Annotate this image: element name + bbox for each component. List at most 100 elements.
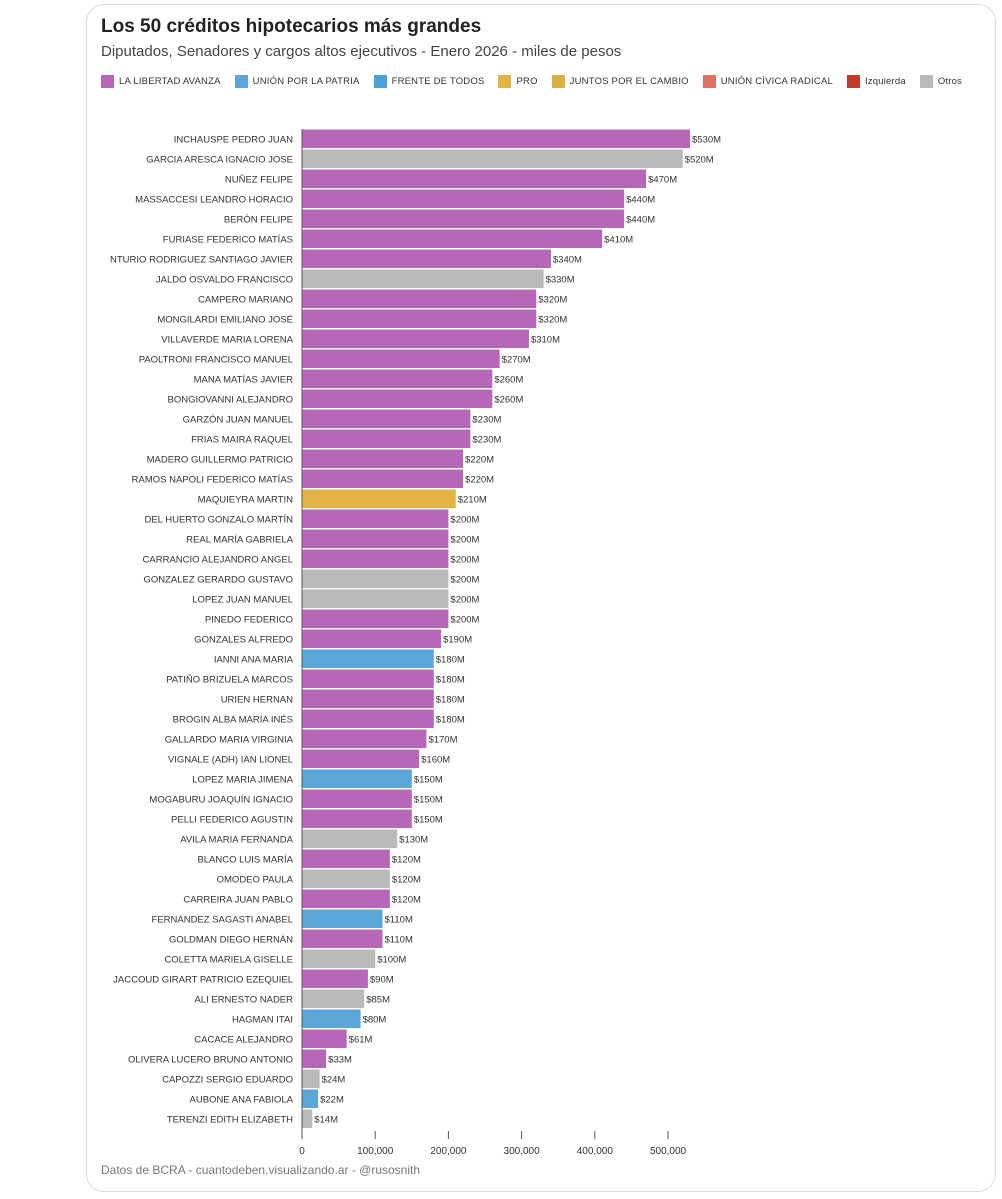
bar-value-label: $22M	[320, 1094, 344, 1105]
bar-value-label: $160M	[421, 754, 450, 765]
bar-category-label: MASSACCESI LEANDRO HORACIO	[135, 194, 293, 205]
bar-category-label: NTURIO RODRIGUEZ SANTIAGO JAVIER	[110, 254, 293, 265]
bar-category-label: TERENZI EDITH ELIZABETH	[167, 1114, 293, 1125]
bar-category-label: CACACE ALEJANDRO	[194, 1034, 293, 1045]
legend-item: PRO	[498, 75, 537, 88]
bar-value-label: $200M	[450, 614, 479, 625]
bar	[302, 229, 603, 248]
bar-value-label: $200M	[450, 594, 479, 605]
bar	[302, 389, 493, 408]
bar	[302, 789, 412, 808]
bar-value-label: $530M	[692, 134, 721, 145]
bar	[302, 989, 365, 1008]
bar-category-label: BLANCO LUIS MARÍA	[197, 854, 293, 865]
bar-value-label: $260M	[494, 374, 523, 385]
bar-value-label: $85M	[366, 994, 390, 1005]
bar-value-label: $61M	[349, 1034, 373, 1045]
legend-swatch	[373, 75, 387, 88]
bar-category-label: LOPEZ JUAN MANUEL	[192, 594, 293, 605]
bar-value-label: $220M	[465, 454, 494, 465]
bar-value-label: $110M	[385, 914, 413, 925]
bar-value-label: $100M	[377, 954, 406, 965]
bar-value-label: $180M	[436, 654, 465, 665]
bar-category-label: PAOLTRONI FRANCISCO MANUEL	[139, 354, 293, 365]
bar	[302, 349, 500, 368]
bar	[302, 169, 647, 188]
bar-category-label: FURIASE FEDERICO MATÍAS	[163, 234, 293, 245]
bar-value-label: $320M	[538, 314, 567, 325]
bar-category-label: PINEDO FEDERICO	[205, 614, 293, 625]
x-tick-label: 300,000	[504, 1146, 541, 1157]
bar-category-label: DEL HUERTO GONZALO MARTÍN	[144, 514, 293, 525]
bar-value-label: $180M	[436, 694, 465, 705]
x-tick-label: 0	[299, 1146, 305, 1157]
bar-category-label: GOLDMAN DIEGO HERNÁN	[169, 934, 293, 945]
legend-label: UNIÓN POR LA PATRIA	[252, 76, 360, 87]
legend-item: LA LIBERTAD AVANZA	[101, 75, 221, 88]
bar-value-label: $190M	[443, 634, 472, 645]
bar-category-label: PATIÑO BRIZUELA MARCOS	[166, 674, 293, 685]
bar-value-label: $170M	[428, 734, 457, 745]
bar-value-label: $330M	[546, 274, 575, 285]
legend-swatch	[919, 75, 933, 88]
bar	[302, 829, 398, 848]
bar-value-label: $150M	[414, 814, 443, 825]
bar	[302, 409, 471, 428]
bar-category-label: BERÓN FELIPE	[224, 214, 293, 225]
bar-category-label: MONGILARDI EMILIANO JOSÉ	[157, 314, 293, 325]
bar-category-label: CARREIRA JUAN PABLO	[183, 894, 293, 905]
bar	[302, 1069, 320, 1088]
bar-value-label: $320M	[538, 294, 567, 305]
x-tick-label: 400,000	[577, 1146, 614, 1157]
bar-value-label: $180M	[436, 674, 465, 685]
bar-category-label: CAMPERO MARIANO	[198, 294, 293, 305]
bar-value-label: $110M	[385, 934, 413, 945]
bar-category-label: ALI ERNESTO NADER	[194, 994, 293, 1005]
bar-category-label: RAMOS NAPOLI FEDERICO MATÍAS	[132, 474, 293, 485]
legend-swatch	[846, 75, 860, 88]
bar	[302, 149, 683, 168]
bar-value-label: $230M	[472, 434, 501, 445]
bar	[302, 729, 427, 748]
chart-subtitle: Diputados, Senadores y cargos altos ejec…	[101, 43, 622, 60]
bar	[302, 629, 442, 648]
legend-item: Otros	[919, 75, 963, 88]
bar-value-label: $14M	[314, 1114, 338, 1125]
bar-category-label: GARCIA ARESCA IGNACIO JOSE	[146, 154, 293, 165]
legend-swatch	[551, 75, 565, 88]
bar-value-label: $150M	[414, 774, 443, 785]
bar-category-label: FERNANDEZ SAGASTI ANABEL	[152, 914, 293, 925]
legend-label: JUNTOS POR EL CAMBIO	[569, 76, 689, 87]
legend-item: UNIÓN CÍVICA RADICAL	[702, 75, 833, 88]
bar	[302, 929, 383, 948]
bar	[302, 249, 551, 268]
bar-category-label: BROGIN ALBA MARÍA INÉS	[173, 714, 293, 725]
bar	[302, 769, 412, 788]
bar-value-label: $440M	[626, 214, 655, 225]
bar	[302, 849, 390, 868]
bar-value-label: $210M	[458, 494, 487, 505]
bar	[302, 969, 368, 988]
bar	[302, 869, 390, 888]
bar	[302, 429, 471, 448]
legend-label: Otros	[937, 76, 963, 87]
bar	[302, 1009, 361, 1028]
bar	[302, 909, 383, 928]
bar-category-label: MANA MATÍAS JAVIER	[194, 374, 294, 385]
bar-category-label: INCHAUSPE PEDRO JUAN	[174, 134, 293, 145]
bar	[302, 549, 449, 568]
bar	[302, 469, 464, 488]
bar	[302, 509, 449, 528]
bar	[302, 749, 420, 768]
bar-value-label: $90M	[370, 974, 394, 985]
bar-value-label: $260M	[494, 394, 523, 405]
bar-category-label: AVILA MARIA FERNANDA	[180, 834, 293, 845]
bar-category-label: FRIAS MAIRA RAQUEL	[191, 434, 293, 445]
bar-category-label: BONGIOVANNI ALEJANDRO	[168, 394, 293, 405]
bar-value-label: $270M	[502, 354, 531, 365]
bar-value-label: $200M	[450, 554, 479, 565]
bar	[302, 649, 434, 668]
bar-category-label: URIEN HERNAN	[221, 694, 293, 705]
bar	[302, 449, 464, 468]
bar-category-label: JALDO OSVALDO FRANCISCO	[156, 274, 293, 285]
